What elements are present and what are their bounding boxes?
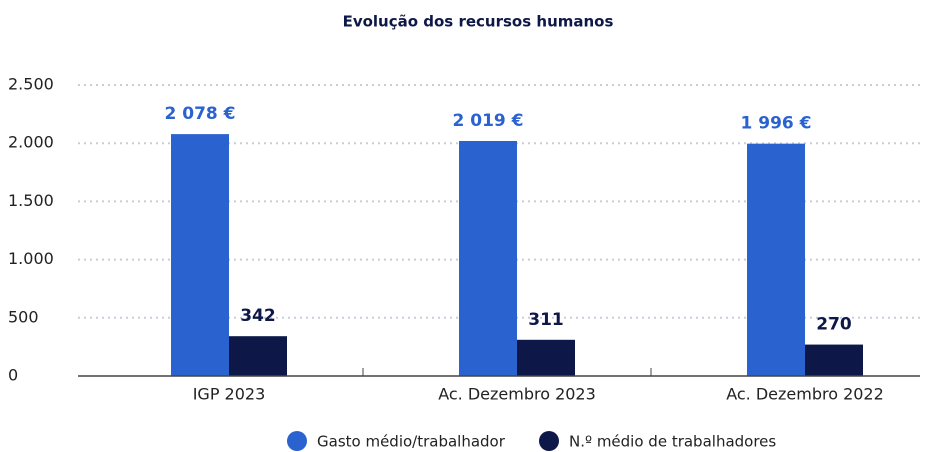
chart-title: Evolução dos recursos humanos bbox=[343, 13, 614, 31]
value-label: 1 996 € bbox=[741, 114, 812, 134]
y-tick-label: 1.500 bbox=[8, 191, 54, 210]
y-tick-label: 2.000 bbox=[8, 133, 54, 152]
value-label: 2 078 € bbox=[165, 104, 236, 124]
legend-swatch bbox=[539, 431, 559, 451]
bar bbox=[747, 143, 805, 376]
x-tick-label: Ac. Dezembro 2023 bbox=[438, 385, 596, 404]
legend-label: Gasto médio/trabalhador bbox=[317, 433, 506, 451]
legend-label: N.º médio de trabalhadores bbox=[569, 433, 776, 451]
value-label: 270 bbox=[816, 315, 852, 335]
x-tick-label: Ac. Dezembro 2022 bbox=[726, 385, 884, 404]
value-label: 2 019 € bbox=[453, 111, 524, 131]
y-tick-label: 2.500 bbox=[8, 75, 54, 94]
bar bbox=[229, 336, 287, 376]
x-tick-label: IGP 2023 bbox=[193, 385, 266, 404]
value-label: 342 bbox=[240, 306, 276, 326]
bar bbox=[805, 344, 863, 376]
bar bbox=[517, 339, 575, 376]
value-label: 311 bbox=[528, 310, 564, 330]
legend-swatch bbox=[287, 431, 307, 451]
y-tick-label: 500 bbox=[8, 307, 39, 326]
y-tick-label: 1.000 bbox=[8, 249, 54, 268]
y-tick-label: 0 bbox=[8, 366, 18, 385]
bar bbox=[459, 140, 517, 376]
bar bbox=[171, 134, 229, 376]
